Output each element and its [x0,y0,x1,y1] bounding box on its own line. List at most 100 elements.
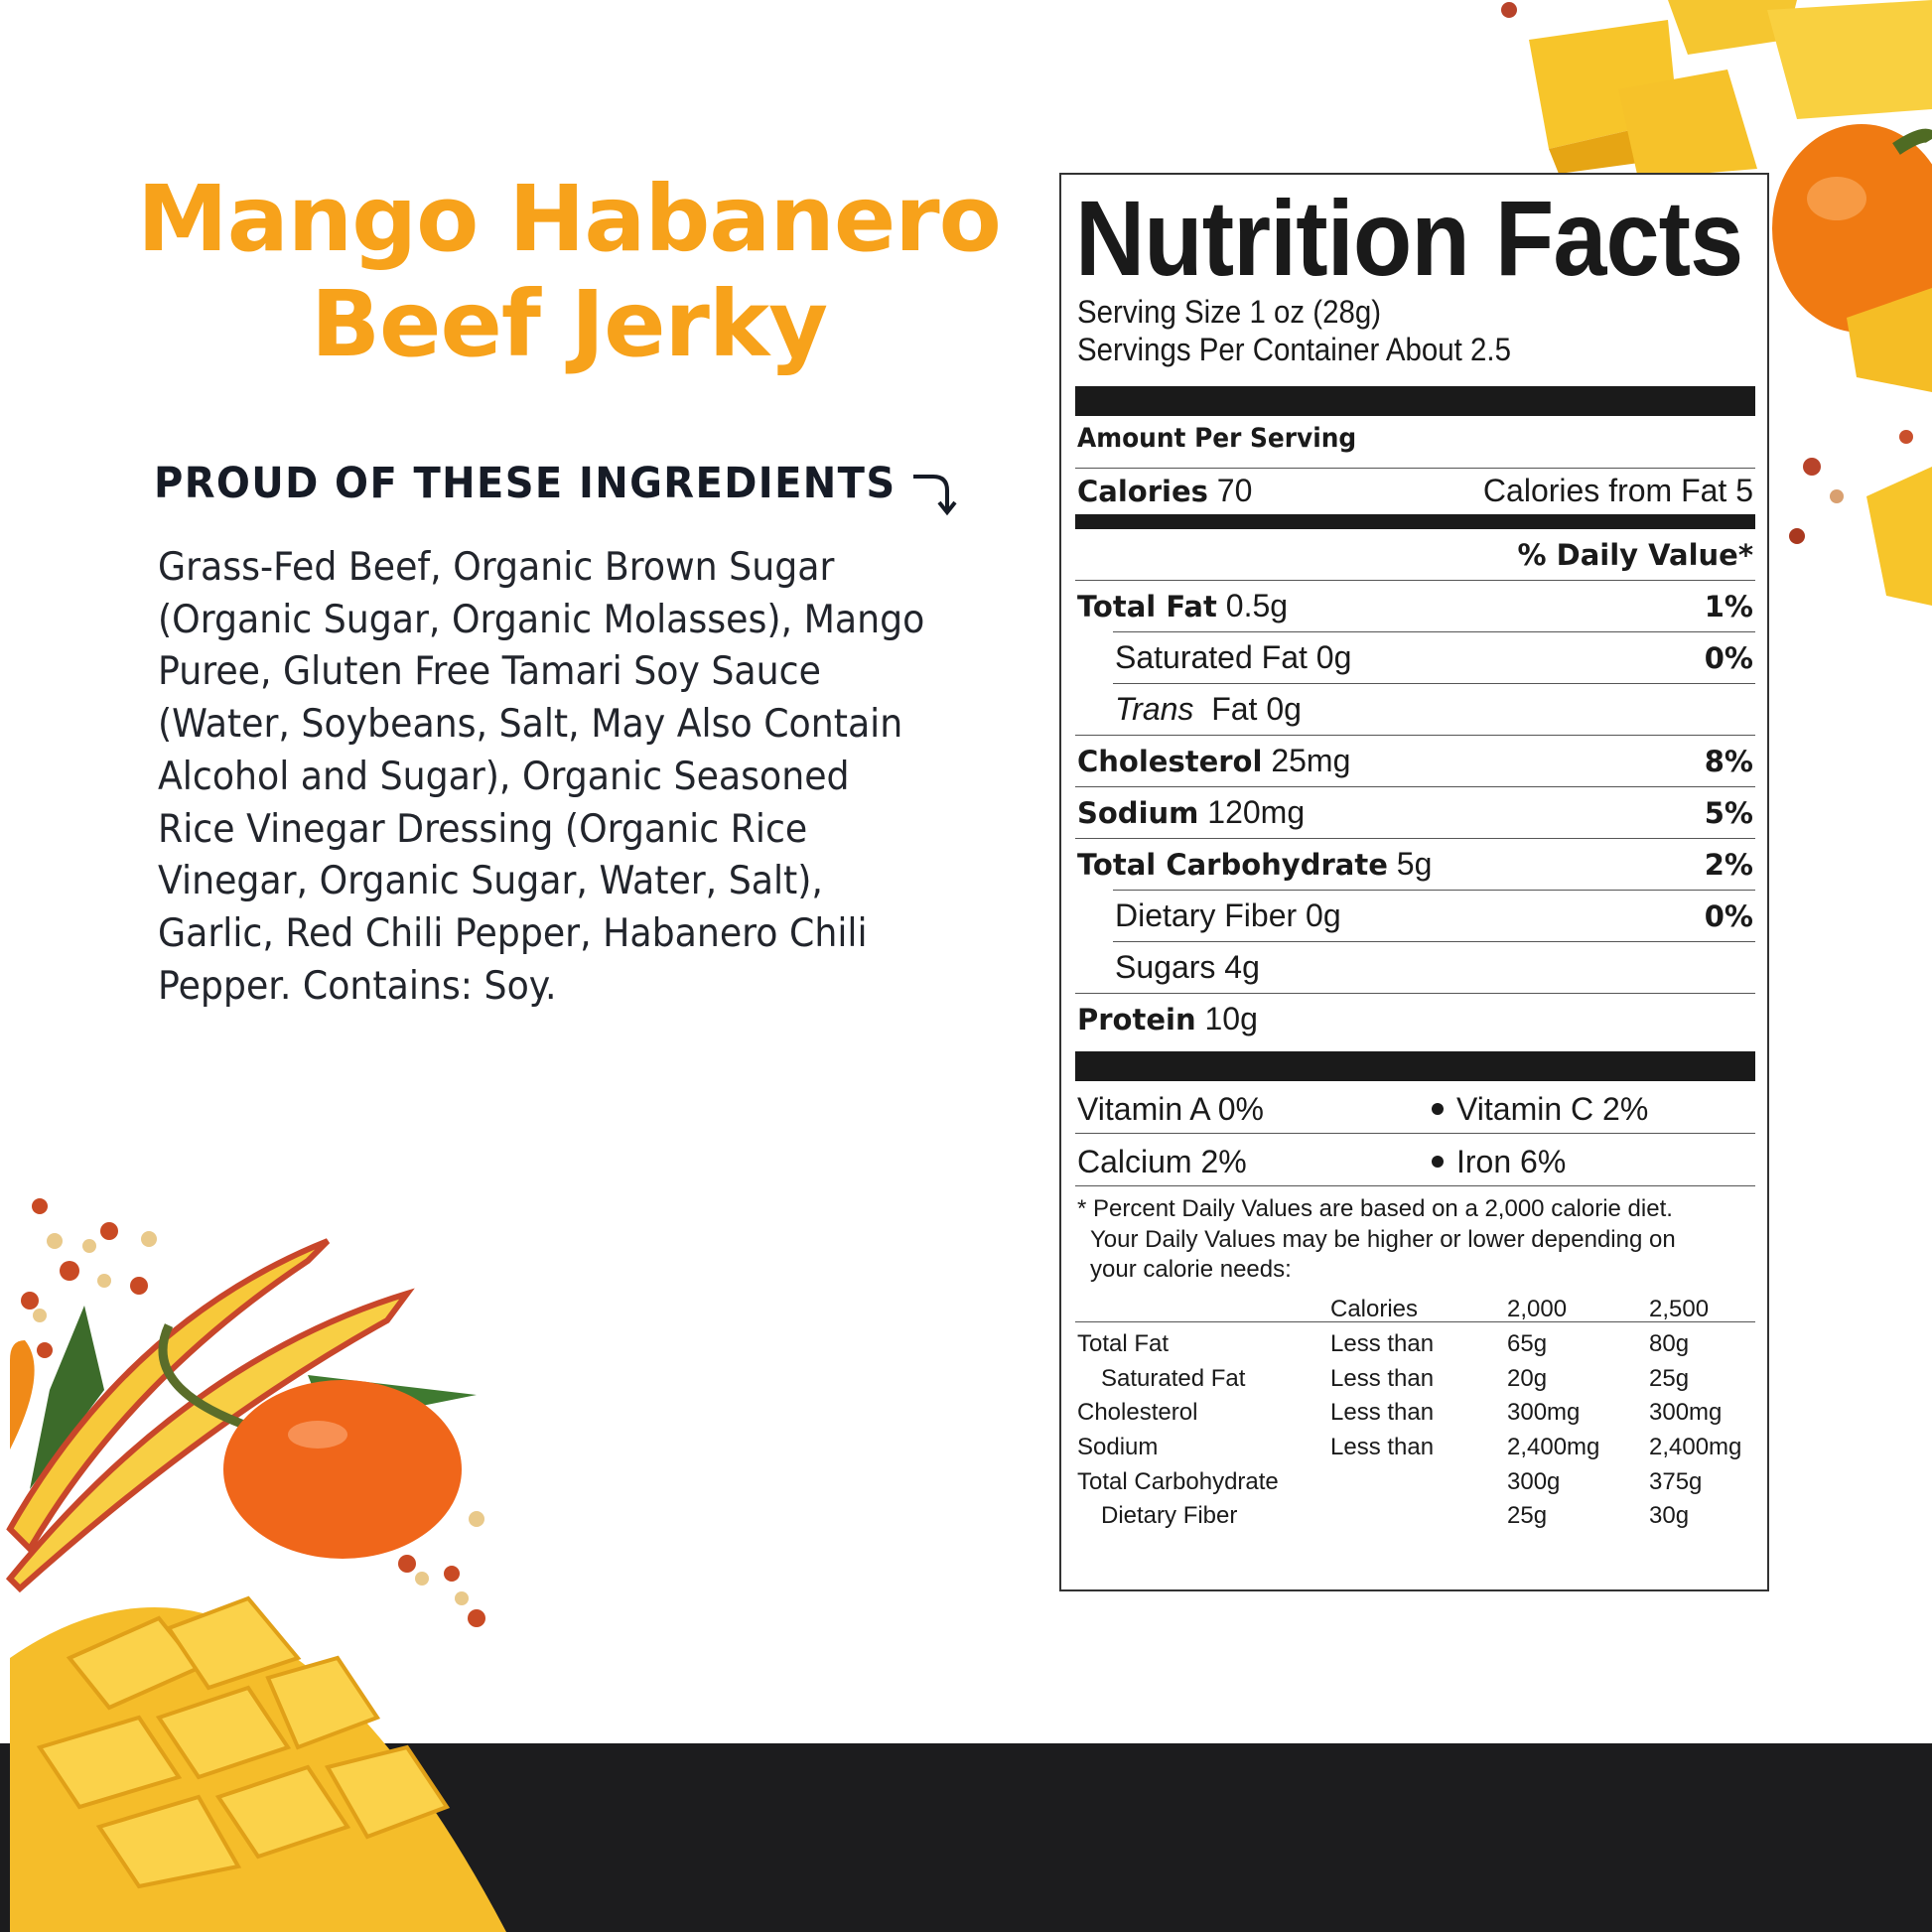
ingredients-line: (Organic Sugar, Organic Molasses), Mango [158,597,925,642]
thick-divider [1075,1051,1755,1081]
nutrient-dv: 0% [1704,640,1753,675]
dv-table-row: Saturated Fat Less than 20g 25g [1075,1361,1755,1396]
ingredients-line: (Water, Soybeans, Salt, May Also Contain [158,702,903,748]
thick-divider [1075,514,1755,529]
nutrient-name: Total Fat [1077,590,1217,623]
nutrient-name: Saturated Fat [1115,639,1308,675]
dv-table-header: Calories 2,000 2,500 [1075,1292,1755,1322]
nutrient-row-dietary-fiber: Dietary Fiber 0g 0% [1113,890,1755,941]
ingredients-line: Grass-Fed Beef, Organic Brown Sugar [158,545,835,590]
calories-value: 70 [1216,473,1253,508]
nutrient-row-sodium: Sodium 120mg 5% [1075,786,1755,838]
nutrient-row-total-carbohydrate: Total Carbohydrate 5g 2% [1075,838,1755,890]
dv-header-2500: 2,500 [1649,1296,1710,1322]
dv-cell: Less than [1330,1434,1435,1461]
dv-cell: 65g [1507,1330,1548,1357]
dv-header-2000: 2,000 [1507,1296,1568,1322]
ingredients-line: Rice Vinegar Dressing (Organic Rice [158,806,808,852]
dv-cell: Less than [1330,1399,1435,1427]
nutrient-dv: 8% [1704,744,1753,778]
dv-table-row: Cholesterol Less than 300mg 300mg [1075,1395,1755,1430]
nutrient-row-trans-fat: Trans Fat 0g [1113,683,1755,735]
dv-cell: 25g [1507,1502,1548,1530]
product-title-line-2: Beef Jerky [310,271,828,377]
vitamin-c: Vitamin C 2% [1456,1091,1649,1127]
dv-cell: 300mg [1649,1399,1723,1427]
footnote-line: Your Daily Values may be higher or lower… [1090,1225,1676,1253]
calcium: Calcium 2% [1077,1144,1247,1179]
ingredients-line: Pepper. Contains: Soy. [158,963,557,1009]
nutrient-name: Total Carbohydrate [1077,848,1388,882]
dv-cell: Total Carbohydrate [1077,1467,1279,1495]
ingredients-list: Grass-Fed Beef, Organic Brown Sugar (Org… [158,542,982,1013]
servings-per-container: Servings Per Container About 2.5 [1077,332,1511,367]
dv-cell: 300g [1507,1467,1561,1495]
daily-value-table: Calories 2,000 2,500 Total Fat Less than… [1075,1292,1755,1533]
vitamin-row: Vitamin A 0% Vitamin C 2% [1075,1081,1755,1134]
dv-cell: 2,400mg [1649,1434,1742,1461]
nutrient-dv: 0% [1704,898,1753,933]
footnote-line: * Percent Daily Values are based on a 2,… [1077,1195,1673,1222]
nutrient-amount: 25mg [1271,743,1351,778]
nutrient-amount: 4g [1224,949,1260,985]
nutrition-facts-title: Nutrition Facts [1075,178,1743,298]
nutrient-name: Cholesterol [1077,745,1263,778]
nutrient-dv: 1% [1704,589,1753,623]
calories-row: Calories 70 Calories from Fat 5 [1075,468,1755,514]
daily-value-footnote: * Percent Daily Values are based on a 2,… [1077,1194,1676,1286]
dv-cell: 300mg [1507,1399,1581,1427]
dv-table-row: Dietary Fiber 25g 30g [1075,1498,1755,1533]
nutrient-name: Sodium [1077,796,1199,830]
product-title: Mango Habanero Beef Jerky [99,167,1038,377]
dv-table-row: Sodium Less than 2,400mg 2,400mg [1075,1430,1755,1464]
dv-table-row: Total Carbohydrate 300g 375g [1075,1464,1755,1499]
bullet-icon [1432,1156,1444,1168]
nutrient-amount: 5g [1396,846,1433,882]
dv-cell: 25g [1649,1364,1690,1392]
ingredients-line: Vinegar, Organic Sugar, Water, Salt), [158,859,823,904]
nutrient-amount: 120mg [1207,794,1306,830]
nutrient-amount: 0.5g [1225,588,1289,623]
calories-from-fat: Calories from Fat 5 [1482,473,1753,508]
dv-cell: Total Fat [1077,1330,1170,1357]
nutrient-rows: Total Fat 0.5g 1% Saturated Fat 0g 0% Tr… [1075,580,1755,1044]
daily-value-header: % Daily Value* [1517,537,1753,572]
nutrient-amount: 0g [1315,639,1352,675]
product-title-line-1: Mango Habanero [137,166,1002,272]
divider [1075,468,1755,469]
dv-cell: 20g [1507,1364,1548,1392]
serving-size: Serving Size 1 oz (28g) [1077,294,1382,330]
nutrient-dv: 5% [1704,795,1753,830]
dv-cell: Saturated Fat [1101,1364,1246,1392]
footnote-line: your calorie needs: [1090,1256,1292,1283]
amount-per-serving: Amount Per Serving [1077,423,1357,454]
dv-cell: 2,400mg [1507,1434,1600,1461]
nutrient-amount: 0g [1306,897,1341,933]
dv-cell: 30g [1649,1502,1690,1530]
calories-label: Calories [1077,475,1208,508]
dv-table-row: Total Fat Less than 65g 80g [1075,1326,1755,1361]
nutrient-amount: Fat 0g [1211,691,1302,727]
nutrient-amount: 10g [1204,1001,1258,1036]
dv-cell: Sodium [1077,1434,1159,1461]
ingredients-line: Puree, Gluten Free Tamari Soy Sauce [158,649,821,695]
daily-value-header-row: % Daily Value* [1075,529,1755,580]
vitamin-a: Vitamin A 0% [1077,1091,1264,1127]
dv-cell: Dietary Fiber [1101,1502,1238,1530]
dv-cell: Cholesterol [1077,1399,1198,1427]
dv-cell: 80g [1649,1330,1690,1357]
nutrient-name: Trans [1115,691,1194,727]
dv-header-calories: Calories [1330,1296,1419,1322]
mineral-row: Calcium 2% Iron 6% [1075,1134,1755,1186]
iron: Iron 6% [1456,1144,1567,1179]
nutrient-row-total-fat: Total Fat 0.5g 1% [1075,580,1755,631]
curved-arrow-down-icon [913,475,957,516]
nutrient-row-cholesterol: Cholesterol 25mg 8% [1075,735,1755,786]
nutrient-dv: 2% [1704,847,1753,882]
ingredients-line: Garlic, Red Chili Pepper, Habanero Chili [158,910,868,956]
dv-cell: 375g [1649,1467,1703,1495]
calories: Calories 70 [1075,473,1252,509]
nutrient-name: Protein [1077,1003,1196,1036]
nutrient-name: Sugars [1115,949,1216,985]
nutrient-row-saturated-fat: Saturated Fat 0g 0% [1113,631,1755,683]
